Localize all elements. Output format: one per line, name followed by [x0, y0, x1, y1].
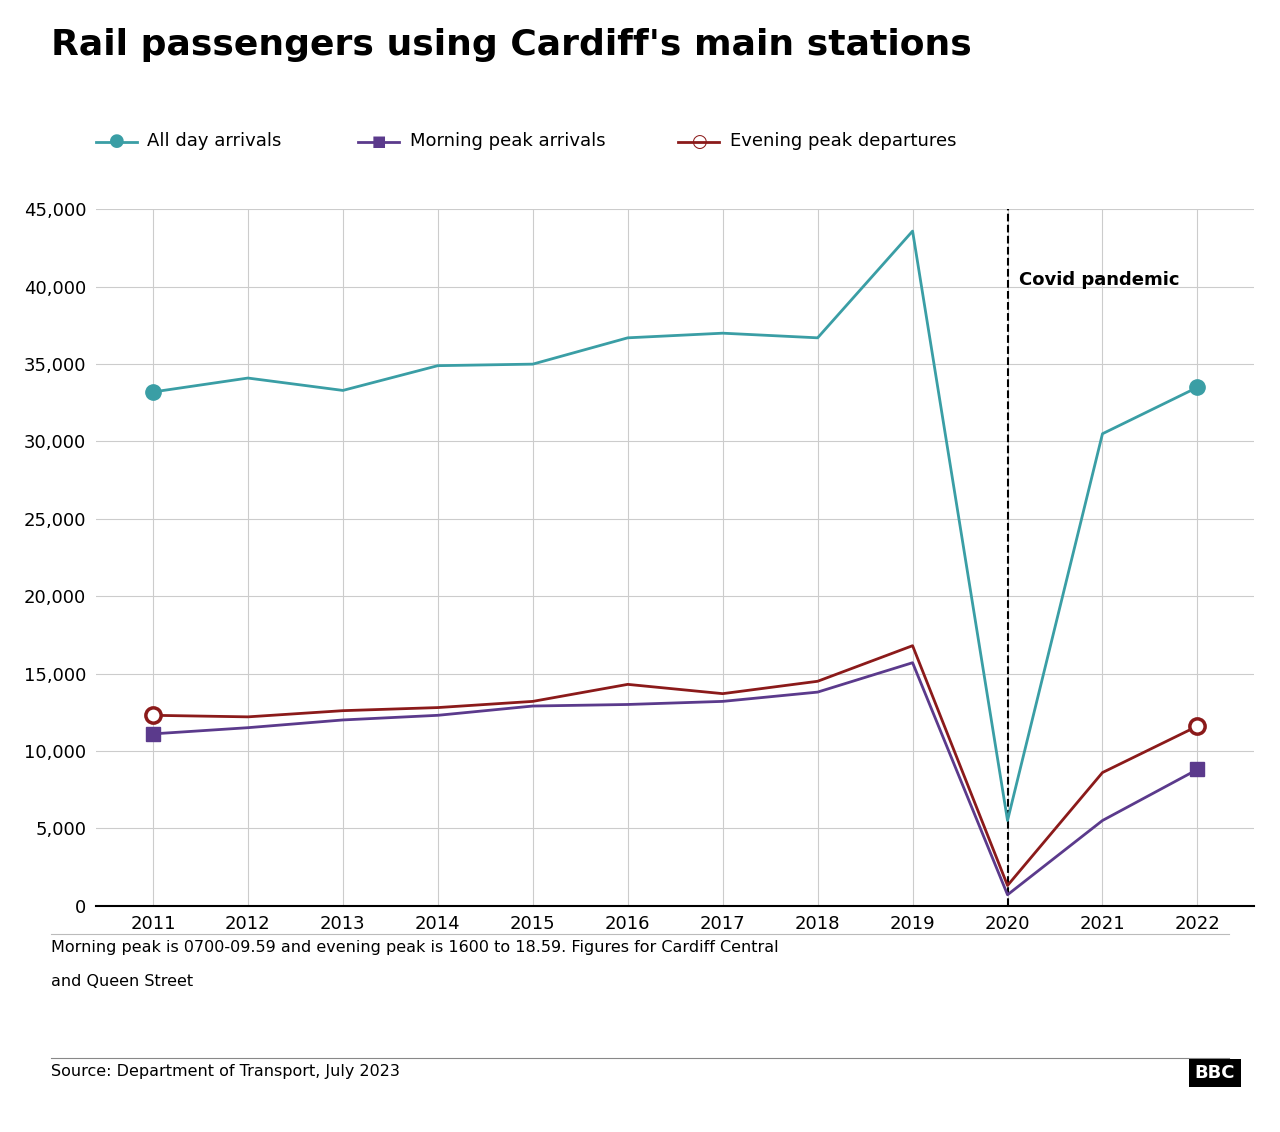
- Text: and Queen Street: and Queen Street: [51, 974, 193, 988]
- Text: ○: ○: [691, 132, 707, 151]
- Text: Evening peak departures: Evening peak departures: [730, 132, 956, 151]
- Text: Morning peak arrivals: Morning peak arrivals: [410, 132, 605, 151]
- Text: All day arrivals: All day arrivals: [147, 132, 282, 151]
- Text: Rail passengers using Cardiff's main stations: Rail passengers using Cardiff's main sta…: [51, 28, 972, 62]
- Text: BBC: BBC: [1194, 1064, 1235, 1082]
- Text: Covid pandemic: Covid pandemic: [1019, 272, 1179, 290]
- Text: ●: ●: [109, 132, 124, 151]
- Text: Morning peak is 0700-09.59 and evening peak is 1600 to 18.59. Figures for Cardif: Morning peak is 0700-09.59 and evening p…: [51, 940, 778, 954]
- Text: Source: Department of Transport, July 2023: Source: Department of Transport, July 20…: [51, 1064, 401, 1079]
- Text: ■: ■: [371, 134, 387, 149]
